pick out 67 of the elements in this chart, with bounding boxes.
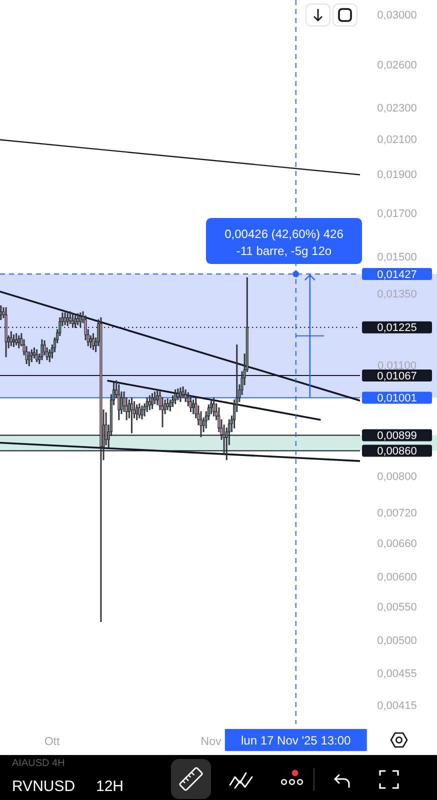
y-tick-label: 0,00500	[377, 634, 417, 647]
y-tick-label: 0,01350	[377, 288, 417, 300]
text: RVNUSD	[12, 778, 76, 795]
y-tick-label: 0,01100	[378, 360, 416, 372]
candlestick	[10, 331, 12, 346]
candlestick	[179, 387, 182, 402]
candlestick	[138, 403, 141, 418]
text: 12H	[96, 778, 124, 795]
candlestick	[71, 313, 74, 328]
y-tick-label: 0,02300	[377, 102, 417, 114]
candlestick	[18, 335, 20, 348]
y-tick-label: 0,03000	[377, 10, 417, 22]
y-tick-label: 0,00600	[377, 571, 417, 584]
candlestick	[0, 305, 2, 320]
candlestick	[166, 398, 169, 410]
x-tick-label: Ott	[44, 736, 60, 748]
candlestick	[79, 312, 82, 328]
candlestick	[168, 400, 172, 412]
ref-line-label: 0,01067	[377, 370, 417, 382]
y-tick-label: 0,02100	[377, 134, 417, 146]
ref-line-label: 0,00860	[377, 446, 417, 458]
candlestick	[12, 334, 16, 347]
candlestick	[40, 339, 44, 360]
y-tick-label: 0,01700	[377, 208, 417, 220]
candlestick	[150, 393, 154, 410]
y-tick-label: 0,00720	[377, 508, 417, 520]
candlestick	[148, 395, 151, 410]
candlestick	[130, 397, 133, 434]
annotation: 0,00426 (42,60%) 426	[224, 227, 344, 242]
y-tick-label: 0,00455	[377, 668, 417, 680]
y-tick-label: 0,00415	[377, 700, 417, 712]
candlestick	[32, 348, 36, 358]
text: AIAUSD 4H	[12, 758, 65, 769]
annotation: -11 barre, -5g 12o	[236, 244, 332, 258]
x-tick-label: lun 17 Nov '25 13:00	[241, 734, 352, 748]
candlestick	[68, 311, 72, 324]
candlestick	[184, 390, 187, 402]
ref-line-label: 0,00899	[377, 430, 417, 442]
candlestick	[74, 315, 77, 328]
candlestick	[100, 317, 102, 622]
ref-line-label: 0,01427	[377, 268, 417, 281]
candlestick	[66, 313, 69, 326]
y-tick-label: 0,00660	[377, 538, 417, 550]
candlestick	[182, 386, 184, 398]
candlestick	[118, 384, 120, 420]
candlestick	[30, 349, 33, 362]
candlestick	[174, 390, 177, 404]
y-tick-label: 0,01900	[377, 169, 417, 182]
candlestick	[4, 307, 8, 358]
ref-line-label: 0,01001	[377, 392, 417, 405]
candlestick	[76, 313, 80, 326]
y-tick-label: 0,01500	[377, 252, 417, 264]
candlestick	[212, 397, 216, 416]
x-tick-label: Nov	[200, 736, 222, 748]
candlestick	[189, 395, 192, 412]
candlestick	[36, 349, 38, 362]
ref-line-label: 0,01225	[377, 322, 417, 334]
candlestick	[92, 333, 95, 350]
y-tick-label: 0,00800	[377, 470, 417, 483]
y-tick-label: 0,02600	[377, 60, 417, 72]
candlestick	[140, 406, 144, 420]
candlestick	[64, 312, 66, 326]
y-tick-label: 0,00550	[377, 602, 417, 614]
candlestick	[192, 400, 195, 414]
candlestick	[136, 404, 138, 420]
candlestick	[15, 333, 18, 346]
candlestick	[176, 388, 180, 400]
